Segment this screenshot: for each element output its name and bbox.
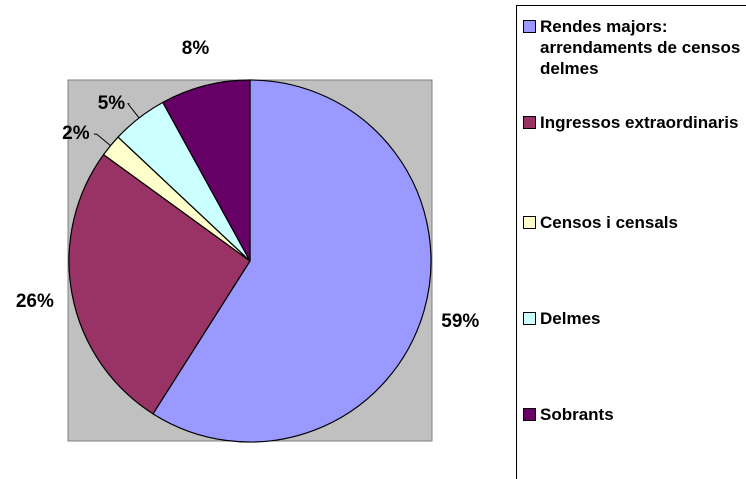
data-label: 59% <box>441 311 479 332</box>
pie-slice <box>68 153 251 415</box>
data-label: 8% <box>182 38 210 59</box>
legend-label: Censos i censals <box>540 213 678 232</box>
data-label: 2% <box>62 123 90 144</box>
data-label: 26% <box>16 291 54 312</box>
pie-slice <box>152 79 432 443</box>
leader-line <box>93 133 111 147</box>
legend-label: Sobrants <box>540 405 614 424</box>
pie-slice <box>161 79 251 262</box>
legend-label: Rendes majors: arrendaments de censos i … <box>540 17 746 78</box>
legend: Rendes majors: arrendaments de censos i … <box>516 5 746 479</box>
legend-label: Delmes <box>540 309 601 328</box>
data-label: 5% <box>98 93 126 114</box>
legend-swatch <box>523 116 536 129</box>
legend-label: Ingressos extraordinaris <box>540 113 739 132</box>
legend-swatch <box>523 408 536 421</box>
leader-line <box>127 103 140 119</box>
legend-swatch <box>523 216 536 229</box>
legend-swatch <box>523 20 536 33</box>
chart: 59% 26% 2% 5% 8% <box>16 38 479 443</box>
legend-swatch <box>523 312 536 325</box>
